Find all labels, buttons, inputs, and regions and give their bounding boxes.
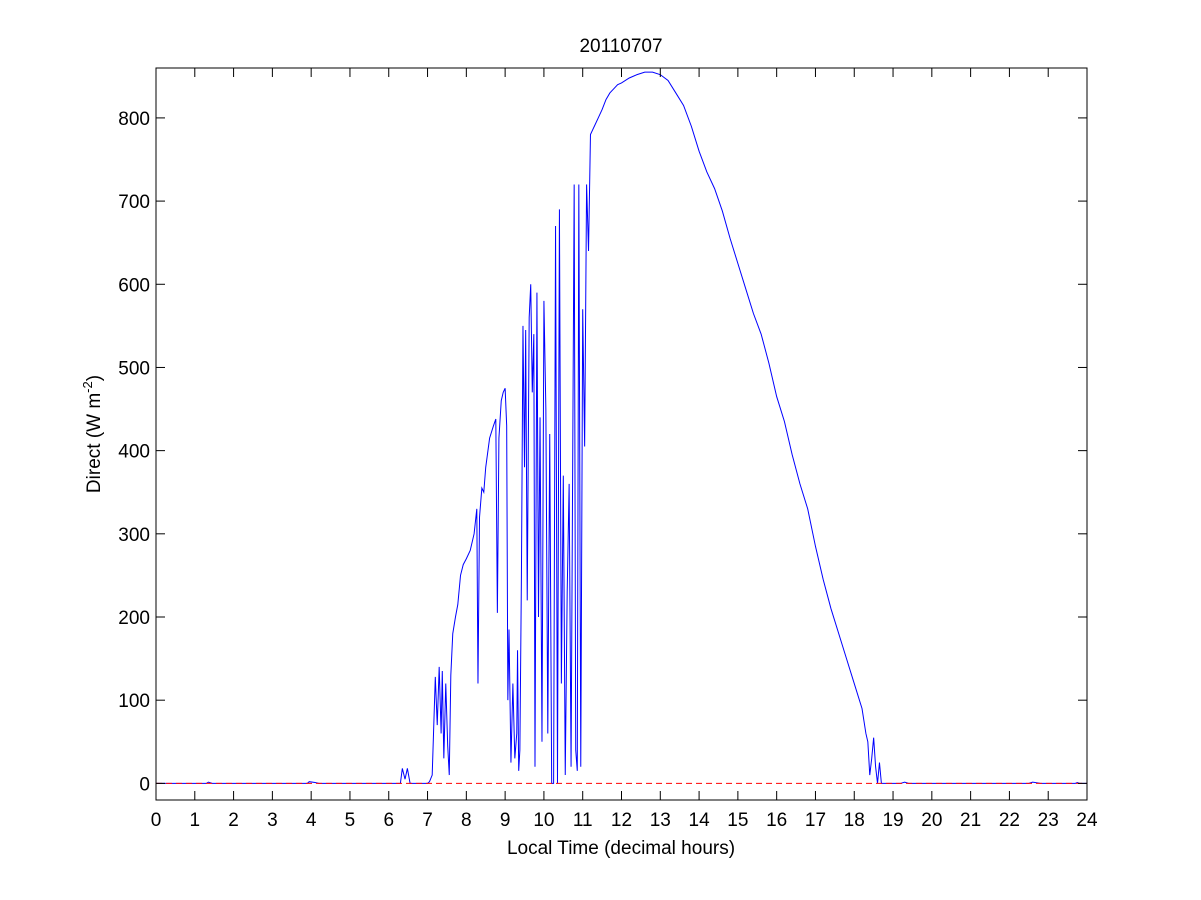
y-axis-label: Direct (W m-2) xyxy=(80,375,105,493)
plot-series-group xyxy=(156,71,1087,784)
x-tick-label-11: 11 xyxy=(573,810,593,831)
y-tick-label-6: 600 xyxy=(118,275,150,296)
x-axis-label: Local Time (decimal hours) xyxy=(507,838,735,859)
y-axis-label-main: Direct (W m xyxy=(84,393,105,493)
x-tick-label-17: 17 xyxy=(805,810,826,831)
x-tick-label-24: 24 xyxy=(1076,810,1098,831)
x-tick-label-2: 2 xyxy=(228,810,239,831)
x-tick-label-8: 8 xyxy=(461,810,472,831)
x-tick-label-18: 18 xyxy=(844,810,865,831)
y-axis-label-exponent: -2 xyxy=(80,381,95,393)
y-tick-label-0: 0 xyxy=(139,774,150,795)
y-tick-label-2: 200 xyxy=(118,608,150,629)
series-line-0 xyxy=(156,71,1087,784)
x-tick-label-16: 16 xyxy=(766,810,787,831)
x-tick-label-1: 1 xyxy=(190,810,201,831)
x-tick-label-4: 4 xyxy=(306,810,317,831)
x-axis-ticks: 0 1 2 3 4 5 6 7 8 9 10 11 12 13 14 15 16 17 18 19 20 21 22 23 24 xyxy=(151,68,1098,831)
y-tick-label-4: 400 xyxy=(118,442,150,463)
y-tick-label-7: 700 xyxy=(118,192,150,213)
x-tick-label-23: 23 xyxy=(1038,810,1059,831)
x-tick-label-5: 5 xyxy=(345,810,356,831)
x-tick-label-12: 12 xyxy=(611,810,632,831)
x-tick-label-19: 19 xyxy=(882,810,903,831)
x-tick-label-6: 6 xyxy=(383,810,394,831)
x-tick-label-21: 21 xyxy=(960,810,981,831)
x-tick-label-10: 10 xyxy=(533,810,554,831)
y-tick-label-1: 100 xyxy=(118,691,150,712)
chart-title: 20110707 xyxy=(579,36,662,57)
x-tick-label-0: 0 xyxy=(151,810,162,831)
y-tick-label-8: 800 xyxy=(118,109,150,130)
y-tick-label-5: 500 xyxy=(118,358,150,379)
y-tick-label-3: 300 xyxy=(118,525,150,546)
y-axis-label-tail: ) xyxy=(84,375,105,381)
x-tick-label-13: 13 xyxy=(650,810,671,831)
x-tick-label-22: 22 xyxy=(999,810,1020,831)
x-tick-label-9: 9 xyxy=(500,810,511,831)
x-tick-label-3: 3 xyxy=(267,810,278,831)
x-tick-label-15: 15 xyxy=(727,810,748,831)
x-tick-label-14: 14 xyxy=(689,810,711,831)
y-axis-ticks: 0 100 200 300 400 500 600 700 800 xyxy=(118,109,1087,795)
x-tick-label-20: 20 xyxy=(921,810,942,831)
x-tick-label-7: 7 xyxy=(422,810,433,831)
